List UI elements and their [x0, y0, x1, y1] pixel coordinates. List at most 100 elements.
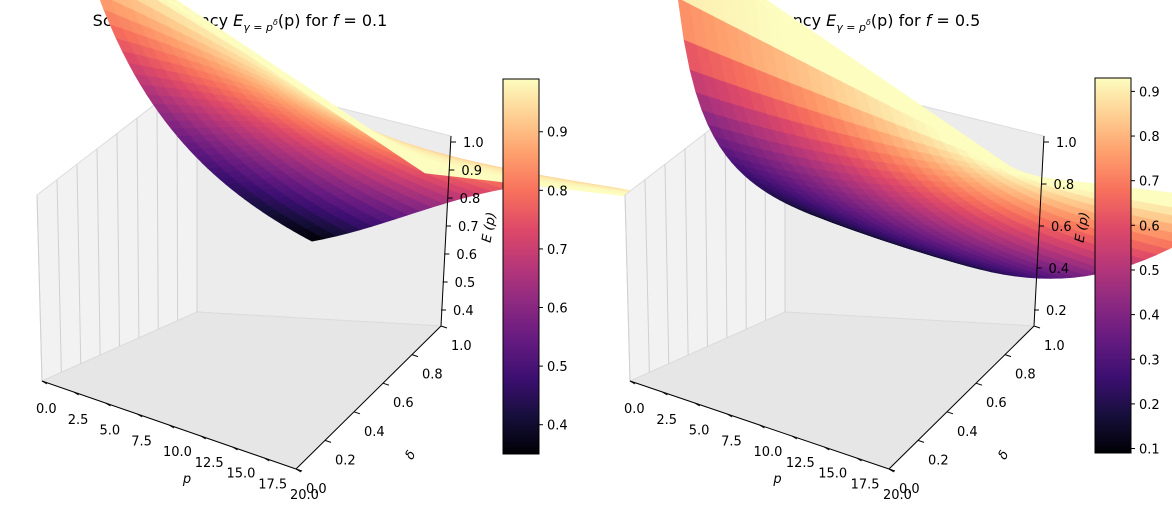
x-tick-label: 10.0	[163, 445, 192, 460]
z-tick-label: 0.2	[1046, 304, 1067, 319]
panel-f-0.5: Scaled Efficiency Eγ = pδ(p) for f = 0.5…	[624, 0, 1172, 503]
colorbar-tick-label: 0.2	[1139, 398, 1160, 413]
z-tick-label: 0.6	[456, 248, 477, 263]
y-tick	[353, 411, 361, 415]
surface-facet	[111, 0, 123, 5]
colorbar-tick-label: 0.8	[1139, 130, 1160, 145]
gridline	[724, 118, 728, 338]
colorbar	[502, 78, 540, 455]
colorbar-tick-label: 0.6	[547, 302, 568, 317]
y-tick	[295, 468, 303, 472]
x-tick-label: 5.0	[100, 424, 121, 439]
z-tick-label: 1.0	[463, 136, 484, 151]
x-tick-label: 0.0	[624, 402, 645, 417]
gridline	[704, 133, 708, 347]
title-e: E	[826, 11, 837, 30]
x-tick	[136, 413, 143, 418]
gridline	[36, 194, 43, 382]
gridline	[76, 164, 82, 364]
y-tick-label: 0.2	[335, 453, 356, 468]
x-axis-label: p	[772, 472, 781, 487]
y-tick	[382, 382, 390, 386]
z-axis-label: E (p)	[479, 211, 499, 244]
surface-facet	[99, 0, 117, 15]
gridline	[116, 133, 120, 347]
x-tick-label: 0.0	[36, 402, 57, 417]
gridline	[96, 148, 101, 356]
y-tick	[1004, 354, 1012, 358]
gridline	[56, 179, 62, 373]
x-tick	[41, 380, 48, 385]
surface-facet	[119, 0, 134, 11]
y-tick	[917, 439, 925, 443]
colorbar-tick-label: 0.9	[1139, 85, 1160, 100]
y-tick-label: 0.8	[1015, 368, 1036, 383]
colorbar-tick-label: 0.5	[547, 360, 568, 375]
y-tick-label: 0.0	[899, 482, 920, 497]
x-axis-label: p	[182, 472, 191, 487]
z-tick-label: 0.9	[461, 164, 482, 179]
y-tick	[946, 411, 954, 415]
gridline	[664, 164, 670, 364]
title-f: f	[333, 11, 341, 30]
panel-f-0.1: Scaled Efficiency Eγ = pδ(p) for f = 0.1…	[36, 0, 671, 503]
title-e: E	[233, 11, 244, 30]
y-tick	[1033, 325, 1041, 329]
x-tick-label: 2.5	[68, 413, 89, 428]
z-tick-label: 0.4	[453, 304, 474, 319]
x-tick-label: 10.0	[754, 445, 783, 460]
y-axis-line	[295, 325, 442, 470]
z-tick-label: 1.0	[1056, 136, 1077, 151]
x-tick	[263, 457, 270, 462]
title-text-post: (p) for	[871, 11, 926, 30]
x-tick-label: 17.5	[851, 477, 880, 492]
y-tick-label: 0.6	[986, 396, 1007, 411]
gridline	[136, 118, 140, 338]
x-tick-label: 7.5	[721, 434, 742, 449]
x-tick	[232, 446, 238, 451]
title-superscript: δ	[273, 18, 278, 27]
x-tick-label: 7.5	[131, 434, 152, 449]
x-tick	[105, 402, 111, 407]
x-tick-label: 17.5	[258, 477, 287, 492]
y-tick	[440, 325, 448, 329]
title-f: f	[926, 11, 934, 30]
colorbar-tick-label: 0.9	[547, 126, 568, 141]
y-axis-label: δ	[402, 448, 419, 462]
colorbar-tick-label: 0.4	[547, 419, 568, 434]
z-tick-label: 0.8	[460, 192, 481, 207]
surface-facet	[138, 0, 152, 9]
x-tick-label: 15.0	[818, 467, 847, 482]
colorbar-tick-label: 0.4	[1139, 309, 1160, 324]
x-tick-label: 15.0	[227, 467, 256, 482]
gridline	[624, 194, 631, 382]
colorbar-tick-label: 0.5	[1139, 264, 1160, 279]
x-tick-label: 12.5	[195, 456, 224, 471]
y-tick-label: 0.8	[422, 368, 443, 383]
y-tick-label: 1.0	[451, 339, 472, 354]
x-tick	[73, 391, 80, 396]
x-tick	[200, 435, 207, 440]
surface-facet	[157, 0, 170, 8]
title-superscript: δ	[866, 18, 871, 27]
y-tick-label: 0.4	[957, 425, 978, 440]
z-tick-label: 0.5	[455, 276, 476, 291]
title-text-post: (p) for	[278, 11, 333, 30]
surface-facet	[165, 0, 181, 7]
x-tick-label: 12.5	[786, 456, 815, 471]
z-axis-line	[440, 135, 452, 327]
title-f-value: = 0.5	[931, 11, 980, 30]
z-tick-label: 0.4	[1049, 262, 1070, 277]
title-subscript: γ = p	[836, 21, 866, 34]
colorbar-tick-label: 0.7	[1139, 175, 1160, 190]
colorbar-tick-label: 0.3	[1139, 353, 1160, 368]
colorbar-tick-label: 0.1	[1139, 443, 1160, 458]
x-tick-label: 5.0	[689, 424, 710, 439]
title-subscript: γ = p	[243, 21, 273, 34]
gridline	[644, 179, 650, 373]
y-axis-label: δ	[995, 448, 1012, 462]
title-f-value: = 0.1	[338, 11, 387, 30]
y-tick-label: 0.0	[306, 482, 327, 497]
surface-facet	[136, 0, 140, 2]
